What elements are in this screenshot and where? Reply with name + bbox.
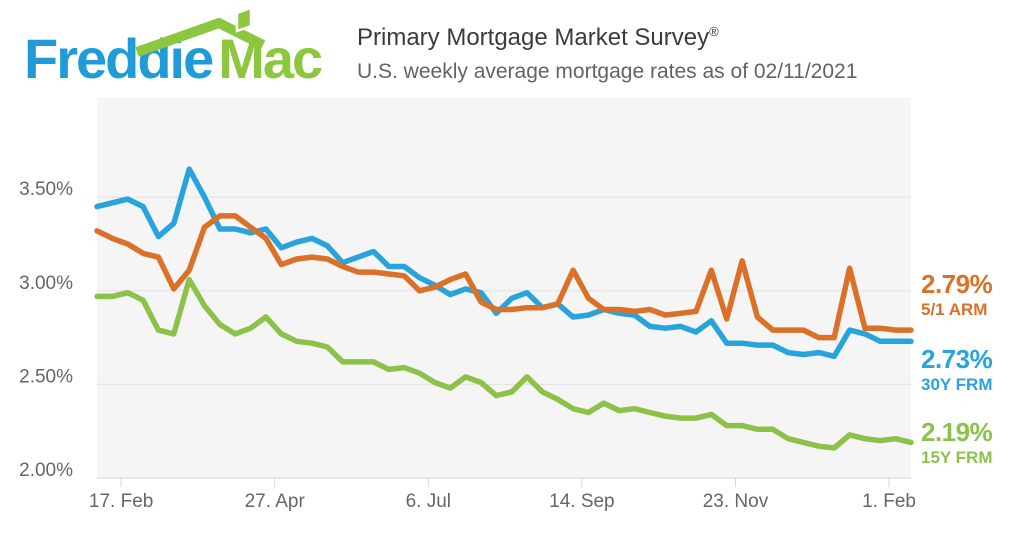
y-tick-label: 3.00% bbox=[19, 273, 73, 294]
registered-mark: ® bbox=[709, 24, 719, 39]
x-tick-label: 23. Nov bbox=[703, 491, 769, 512]
logo-word-freddie: Freddie bbox=[24, 27, 214, 90]
x-tick-label: 17. Feb bbox=[89, 491, 153, 512]
page-title: Primary Mortgage Market Survey® bbox=[357, 24, 719, 51]
x-tick-label: 1. Feb bbox=[862, 491, 916, 512]
y-gridlines bbox=[97, 196, 911, 385]
frm30-current-rate: 2.73% bbox=[921, 344, 993, 374]
legend-15y-frm: 2.19% 15Y FRM bbox=[921, 417, 1021, 468]
series-line-30y-frm bbox=[94, 166, 914, 360]
legend-5-1-arm: 2.79% 5/1 ARM bbox=[921, 269, 1021, 320]
y-tick-label: 3.50% bbox=[19, 179, 73, 200]
header-title-block: Primary Mortgage Market Survey® U.S. wee… bbox=[357, 24, 857, 84]
series-line-15y-frm bbox=[94, 276, 914, 451]
x-axis-labels: 17. Feb 27. Apr 6. Jul 14. Sep 23. Nov 1. Feb bbox=[89, 491, 916, 512]
legend-30y-frm: 2.73% 30Y FRM bbox=[921, 344, 1021, 395]
x-axis-ticks bbox=[120, 478, 890, 487]
y-tick-label: 2.00% bbox=[19, 460, 73, 481]
arm-series-label: 5/1 ARM bbox=[921, 300, 988, 320]
x-tick-label: 6. Jul bbox=[406, 491, 451, 512]
logo-word-mac: Mac bbox=[218, 27, 323, 90]
frm15-current-rate: 2.19% bbox=[921, 417, 993, 447]
x-tick-label: 14. Sep bbox=[549, 491, 615, 512]
freddie-mac-logo: Freddie Mac bbox=[24, 31, 323, 87]
y-axis-labels: 2.00% 2.50% 3.00% 3.50% bbox=[19, 179, 73, 481]
arm-current-rate: 2.79% bbox=[921, 269, 993, 299]
x-tick-label: 27. Apr bbox=[245, 491, 306, 512]
page-subtitle: U.S. weekly average mortgage rates as of… bbox=[357, 59, 858, 83]
series-line-5-1-arm bbox=[94, 213, 914, 341]
y-tick-label: 2.50% bbox=[19, 366, 73, 387]
frm15-series-label: 15Y FRM bbox=[921, 448, 993, 468]
plot-area bbox=[97, 98, 911, 478]
frm30-series-label: 30Y FRM bbox=[921, 375, 993, 395]
